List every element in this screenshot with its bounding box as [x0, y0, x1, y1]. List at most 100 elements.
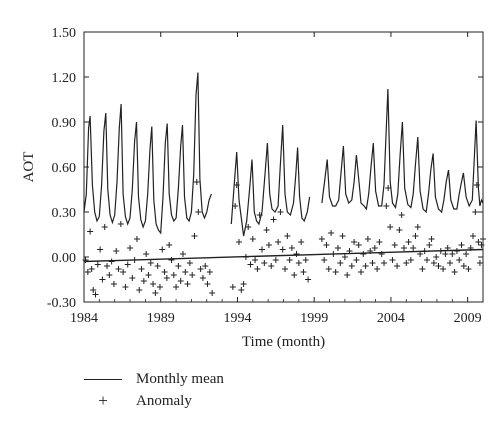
anomaly-point	[305, 276, 312, 283]
monthly-mean-line	[230, 124, 311, 237]
y-axis-title: AOT	[21, 152, 37, 183]
anomaly-point	[298, 239, 305, 245]
anomaly-point	[293, 251, 300, 257]
anomaly-point	[122, 284, 129, 290]
legend-label-monthly-mean: Monthly mean	[136, 370, 224, 387]
x-tick-label: 2009	[454, 311, 482, 326]
anomaly-point	[300, 269, 307, 275]
anomaly-point	[92, 291, 99, 298]
anomaly-point	[451, 269, 458, 275]
anomaly-point	[325, 266, 332, 272]
anomaly-point	[277, 209, 284, 215]
anomaly-point	[259, 246, 266, 253]
anomaly-point	[156, 284, 163, 290]
anomaly-point	[369, 260, 376, 266]
anomaly-point	[229, 284, 236, 290]
anomaly-point	[472, 209, 479, 215]
anomaly-point	[159, 246, 166, 253]
anomaly-point	[341, 254, 348, 260]
anomaly-point	[113, 248, 120, 254]
x-tick-label: 1999	[300, 311, 328, 326]
anomaly-point	[263, 227, 270, 233]
anomaly-point	[339, 233, 346, 239]
anomaly-point	[232, 203, 239, 209]
anomaly-point	[288, 245, 295, 251]
anomaly-point	[456, 257, 463, 263]
anomaly-point	[337, 260, 344, 266]
anomaly-point	[476, 260, 483, 266]
anomaly-point	[235, 239, 242, 245]
anomaly-point	[152, 290, 159, 296]
anomaly-point	[387, 224, 394, 230]
anomaly-point	[179, 251, 186, 257]
anomaly-trend-line	[83, 248, 484, 263]
anomaly-point	[295, 260, 302, 266]
anomaly-point	[318, 236, 325, 242]
anomaly-point	[147, 260, 154, 266]
anomaly-point	[202, 263, 209, 269]
anomaly-point	[108, 258, 115, 265]
legend-item-anomaly: + Anomaly	[84, 390, 224, 412]
anomaly-point	[353, 257, 360, 263]
monthly-mean-line	[83, 72, 212, 235]
anomaly-point	[161, 269, 168, 275]
anomaly-point	[323, 242, 330, 248]
anomaly-point	[233, 182, 240, 188]
anomaly-point	[473, 182, 480, 188]
anomaly-point	[360, 251, 367, 257]
anomaly-point	[106, 272, 113, 278]
x-tick-label: 1989	[147, 311, 175, 326]
anomaly-point	[209, 290, 216, 296]
anomaly-point	[275, 239, 282, 245]
anomaly-point	[405, 239, 412, 245]
x-tick-label: 2004	[377, 311, 405, 326]
y-tick-label: 0.90	[52, 116, 77, 131]
anomaly-point	[84, 269, 91, 275]
anomaly-point	[430, 260, 437, 266]
anomaly-point	[261, 260, 268, 266]
anomaly-point	[197, 266, 204, 272]
anomaly-point	[302, 257, 309, 263]
anomaly-point	[279, 246, 286, 253]
anomaly-point	[268, 263, 275, 269]
y-tick-label: 0.30	[52, 206, 77, 221]
anomaly-point	[193, 179, 200, 185]
anomaly-point	[400, 245, 407, 251]
anomaly-point	[284, 233, 291, 239]
anomaly-point	[191, 233, 198, 239]
anomaly-point	[186, 260, 193, 266]
anomaly-point	[442, 251, 449, 257]
anomaly-point	[344, 272, 351, 278]
anomaly-point	[140, 278, 147, 284]
anomaly-point	[99, 276, 106, 283]
anomaly-point	[470, 233, 477, 239]
anomaly-point	[362, 263, 369, 269]
anomaly-point	[143, 251, 150, 257]
anomaly-point	[351, 239, 358, 245]
anomaly-point	[334, 245, 341, 251]
anomaly-point	[90, 287, 97, 293]
anomaly-point	[127, 245, 134, 251]
y-tick-label: -0.30	[47, 296, 76, 311]
y-tick-label: 0.60	[52, 161, 77, 176]
anomaly-point	[412, 233, 419, 239]
anomaly-point	[423, 257, 430, 263]
y-tick-label: 1.50	[52, 26, 77, 41]
anomaly-point	[478, 242, 485, 248]
anomaly-point	[449, 251, 456, 257]
anomaly-point	[328, 230, 335, 236]
anomaly-point	[410, 245, 417, 251]
anomaly-point	[204, 281, 211, 287]
anomaly-point	[173, 284, 180, 290]
plus-symbol-icon: +	[98, 391, 108, 410]
anomaly-point	[97, 246, 104, 253]
anomaly-point	[184, 281, 191, 287]
anomaly-point	[129, 275, 136, 281]
anomaly-point	[376, 239, 383, 245]
anomaly-point	[272, 257, 279, 263]
anomaly-point	[175, 263, 182, 269]
anomaly-point	[475, 239, 482, 245]
anomaly-point	[136, 287, 143, 293]
anomaly-point	[348, 263, 355, 269]
